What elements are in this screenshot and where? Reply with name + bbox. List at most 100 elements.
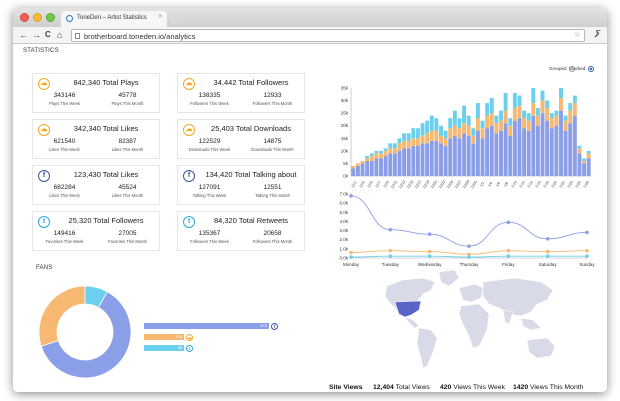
bar-segment [425,133,430,144]
grouped-option[interactable]: Grouped [549,66,575,72]
bar-segment [379,153,383,159]
map-australia [526,337,556,359]
twitter-icon: t [186,344,193,352]
wrench-icon[interactable] [594,29,602,40]
line-point[interactable] [388,254,393,258]
line-point[interactable] [388,227,393,232]
bar-segment [572,95,577,104]
stat-card: t 25,320 Total Followers 149416 27005 Favori… [32,211,160,251]
card-left-label: Downloads This Week [188,147,231,152]
bar-segment [586,153,591,159]
grouped-label: Grouped [549,66,567,72]
line-point[interactable] [585,248,589,253]
bar-x-tick: 12/31 [470,180,478,190]
card-title: 342,340 Total Likes [73,124,139,133]
donut-slice[interactable] [40,291,132,379]
card-right-label: Downloads This Month [251,147,294,152]
card-right-value: 45524 [118,184,137,191]
browser-tab[interactable]: ToneDen – Artist Statistics × [61,11,167,27]
bar-x-tick: 12/17 [414,180,422,190]
bookmark-star-icon[interactable]: ☆ [573,30,581,39]
line-point[interactable] [506,248,511,253]
line-point[interactable] [506,254,511,258]
line-point[interactable] [349,250,353,255]
stacked-radio[interactable] [587,66,594,72]
card-right-label: Favorites This Month [107,239,148,244]
card-left-value: 135367 [198,230,221,237]
line-point[interactable] [388,248,393,253]
back-arrow-icon[interactable]: ← [19,30,28,40]
bar-x-tick: 1/6 [495,181,501,187]
bar-segment [582,163,587,176]
bar-segment [402,148,407,176]
bar-segment [374,153,379,159]
bar-segment [434,140,439,176]
bar-segment [494,133,499,176]
analytics-page: STATISTICS ☁ 842,340 Total Plays 343146 457… [13,44,607,392]
card-left-value: 127091 [198,184,221,191]
bar-x-tick: 1/28 [583,180,590,188]
window-controls [20,13,55,22]
tab-bar: ToneDen – Artist Statistics × [13,8,607,27]
line-point[interactable] [467,252,471,257]
bar-x-tick: 1/10 [511,180,518,188]
line-point[interactable] [585,230,589,235]
bar-segment [406,140,411,149]
card-left-value: 138335 [198,92,221,99]
line-point[interactable] [427,249,432,254]
line-series [350,195,588,247]
line-point[interactable] [545,254,550,258]
bar-segment [517,95,522,106]
bar-segment [383,155,388,176]
bar-segment [559,88,563,99]
soundcloud-icon: ☁ [186,333,193,341]
soundcloud-icon: ☁ [183,78,195,90]
line-point[interactable] [467,244,471,248]
line-point[interactable] [349,255,353,259]
zoom-window-button[interactable] [46,13,55,22]
home-icon[interactable]: ⌂ [57,30,63,40]
line-point[interactable] [506,220,511,225]
minimize-window-button[interactable] [33,13,42,22]
line-point[interactable] [545,237,550,241]
soundcloud-icon: ☁ [183,124,195,136]
bar-segment [466,115,471,126]
line-point[interactable] [545,249,550,254]
bar-segment [392,143,397,149]
bar-segment [512,108,517,121]
bar-segment [577,145,582,149]
line-x-tick: Saturday [539,262,558,267]
line-point[interactable] [585,254,589,258]
new-tab-button[interactable] [170,14,183,23]
line-point[interactable] [427,232,432,237]
bar-y-tick: 35k [341,86,349,91]
line-point[interactable] [427,254,432,258]
fan-bar: 133 [144,334,184,340]
tab-close-icon[interactable]: × [158,14,162,20]
bar-segment [374,150,379,154]
bar-segment [489,125,494,176]
address-bar[interactable]: brotherboard.toneden.io/analytics ☆ [71,29,585,42]
grouped-radio[interactable] [568,66,575,72]
donut-slice[interactable] [84,285,108,309]
bar-segment [485,115,490,129]
card-right-value: 12551 [263,184,282,191]
card-title: 842,340 Total Plays [73,78,139,87]
bar-segment [448,118,453,129]
bar-segment [379,158,383,176]
close-window-button[interactable] [20,13,29,22]
bar-y-tick: 0k [343,174,349,179]
stacked-option[interactable]: Stacked [569,66,594,72]
forward-arrow-icon[interactable]: → [32,30,41,40]
bar-segment [503,93,508,111]
map-india [502,309,514,325]
line-point[interactable] [349,194,353,198]
reload-icon[interactable]: C [45,30,51,39]
line-point[interactable] [467,255,471,259]
bar-segment [448,138,453,176]
donut-slice[interactable] [38,285,86,347]
bar-segment [388,148,393,154]
bar-x-tick: 12/11 [390,180,398,189]
bar-segment [540,100,545,114]
bar-segment [379,150,383,154]
